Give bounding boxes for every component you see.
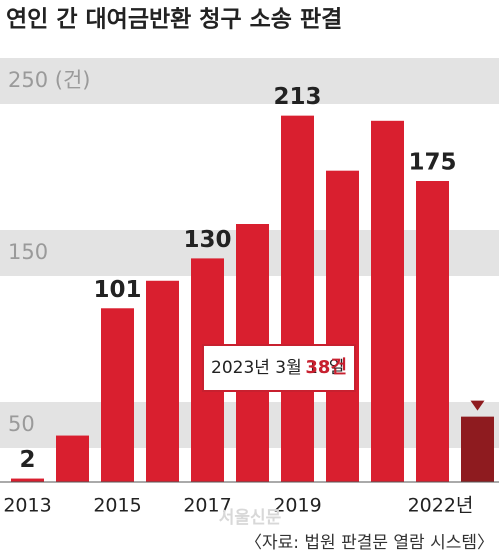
- x-tick-label: 2022년: [408, 495, 474, 517]
- bar: [146, 280, 179, 482]
- bar: [371, 120, 404, 483]
- value-label: 101: [93, 277, 141, 303]
- bar: [56, 435, 89, 482]
- bar: [461, 416, 494, 482]
- source: 〈자료: 법원 판결문 열람 시스템〉: [245, 533, 494, 553]
- y-tick-label: 50: [8, 412, 35, 436]
- value-label: 213: [273, 84, 321, 110]
- bar: [416, 181, 449, 482]
- bar: [281, 115, 314, 482]
- annotation-box: [202, 344, 356, 392]
- bar: [326, 170, 359, 482]
- x-tick-label: 2019: [273, 495, 321, 517]
- value-label: 38건: [305, 357, 347, 378]
- x-tick-label: 2013: [3, 495, 51, 517]
- value-label: 130: [183, 227, 231, 253]
- y-tick-label: 150: [8, 240, 48, 264]
- chart-title: 연인 간 대여금반환 청구 소송 판결: [6, 7, 342, 33]
- x-tick-label: 2015: [93, 495, 141, 517]
- pointer: [470, 400, 485, 411]
- bar: [11, 478, 44, 482]
- x-tick-label: 2017: [183, 495, 231, 517]
- y-tick-label: 250 (건): [8, 68, 90, 92]
- bar: [101, 308, 134, 482]
- value-label: 175: [408, 150, 456, 176]
- annotation: 2023년 3월 18일: [211, 358, 344, 378]
- watermark: 서울신문: [219, 508, 282, 528]
- grid-band: [0, 58, 499, 104]
- value-label: 2: [19, 447, 35, 473]
